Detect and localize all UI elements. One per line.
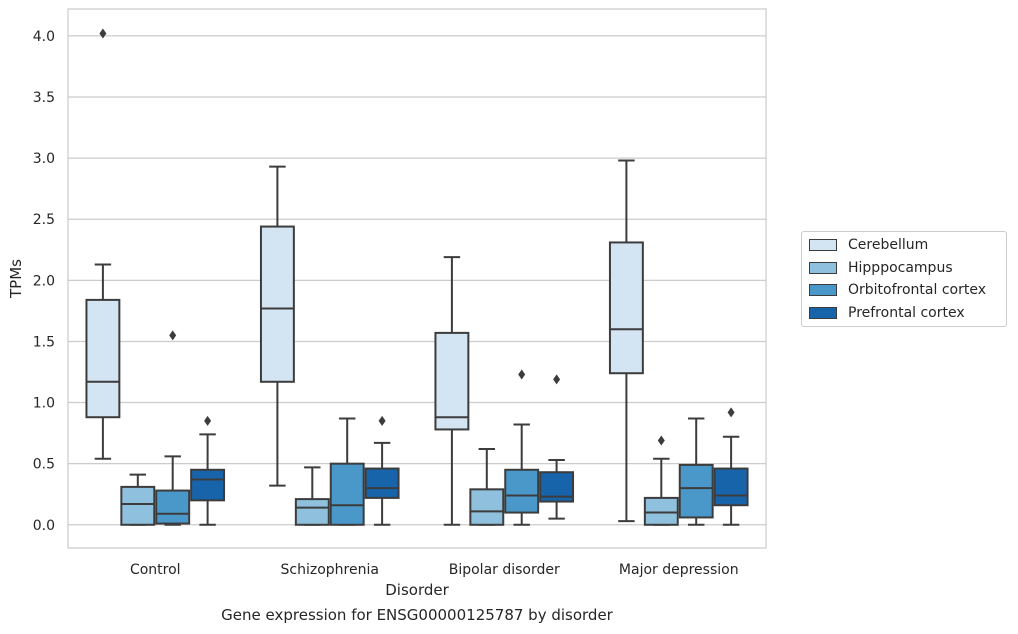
box: [294, 498, 330, 526]
legend-label: Prefrontal cortex: [848, 304, 965, 321]
box-marks: [85, 28, 749, 526]
outlier-point: [657, 435, 665, 446]
legend-swatch: [809, 284, 837, 297]
plot-area-frame: [67, 8, 767, 549]
box: [504, 468, 540, 514]
legend-item: Cerebellum: [802, 234, 1006, 257]
y-tick-label: 0.5: [33, 457, 55, 473]
outlier-point: [169, 330, 177, 341]
box: [364, 467, 400, 499]
box: [120, 485, 156, 526]
y-tick-label: 4.0: [33, 29, 55, 45]
legend-label: Orbitofrontal cortex: [848, 282, 986, 299]
outlier-point: [518, 369, 526, 380]
box: [713, 467, 749, 507]
chart-caption: Gene expression for ENSG00000125787 by d…: [221, 606, 613, 624]
outlier-point: [378, 415, 386, 426]
box: [259, 225, 295, 383]
x-tick-label: Schizophrenia: [281, 562, 379, 578]
box-plot-chart: 0.0 0.5 1.0 1.5 2.0 2.5 3.0 3.5 4.0 Control Schizo…: [7, 8, 767, 599]
y-tick-label: 1.0: [33, 396, 55, 412]
x-tick-label: Major depression: [619, 562, 739, 578]
y-tick-label: 1.5: [33, 334, 55, 350]
box: [434, 331, 470, 431]
outlier-point: [727, 407, 735, 418]
legend-item: Orbitofrontal cortex: [802, 279, 1006, 302]
legend: Cerebellum Hipppocampus Orbitofrontal cort…: [801, 231, 1007, 327]
box: [155, 489, 191, 525]
outlier-point: [553, 374, 561, 385]
legend-item: Prefrontal cortex: [802, 302, 1006, 325]
x-tick-label: Control: [130, 562, 181, 578]
box: [643, 496, 679, 526]
legend-label: Hipppocampus: [848, 259, 953, 276]
axes: 0.0 0.5 1.0 1.5 2.0 2.5 3.0 3.5 4.0 Control Schizo…: [7, 29, 739, 599]
box: [678, 463, 714, 519]
outlier-point: [99, 28, 107, 39]
box: [469, 488, 505, 526]
y-axis-title: TPMs: [7, 259, 25, 299]
box: [85, 298, 121, 419]
gridlines: [68, 35, 766, 526]
box: [608, 241, 644, 375]
y-tick-label: 2.5: [33, 212, 55, 228]
x-axis-title: Disorder: [385, 581, 449, 599]
y-tick-label: 2.0: [33, 273, 55, 289]
y-tick-label: 3.5: [33, 90, 55, 106]
legend-swatch: [809, 261, 837, 274]
legend-label: Cerebellum: [848, 237, 929, 254]
y-tick-label: 0.0: [33, 518, 55, 534]
legend-swatch: [809, 306, 837, 319]
box: [329, 462, 365, 526]
y-tick-label: 3.0: [33, 151, 55, 167]
outlier-point: [204, 415, 212, 426]
legend-item: Hipppocampus: [802, 257, 1006, 280]
x-tick-label: Bipolar disorder: [449, 562, 560, 578]
legend-swatch: [809, 239, 837, 252]
box: [190, 468, 226, 502]
